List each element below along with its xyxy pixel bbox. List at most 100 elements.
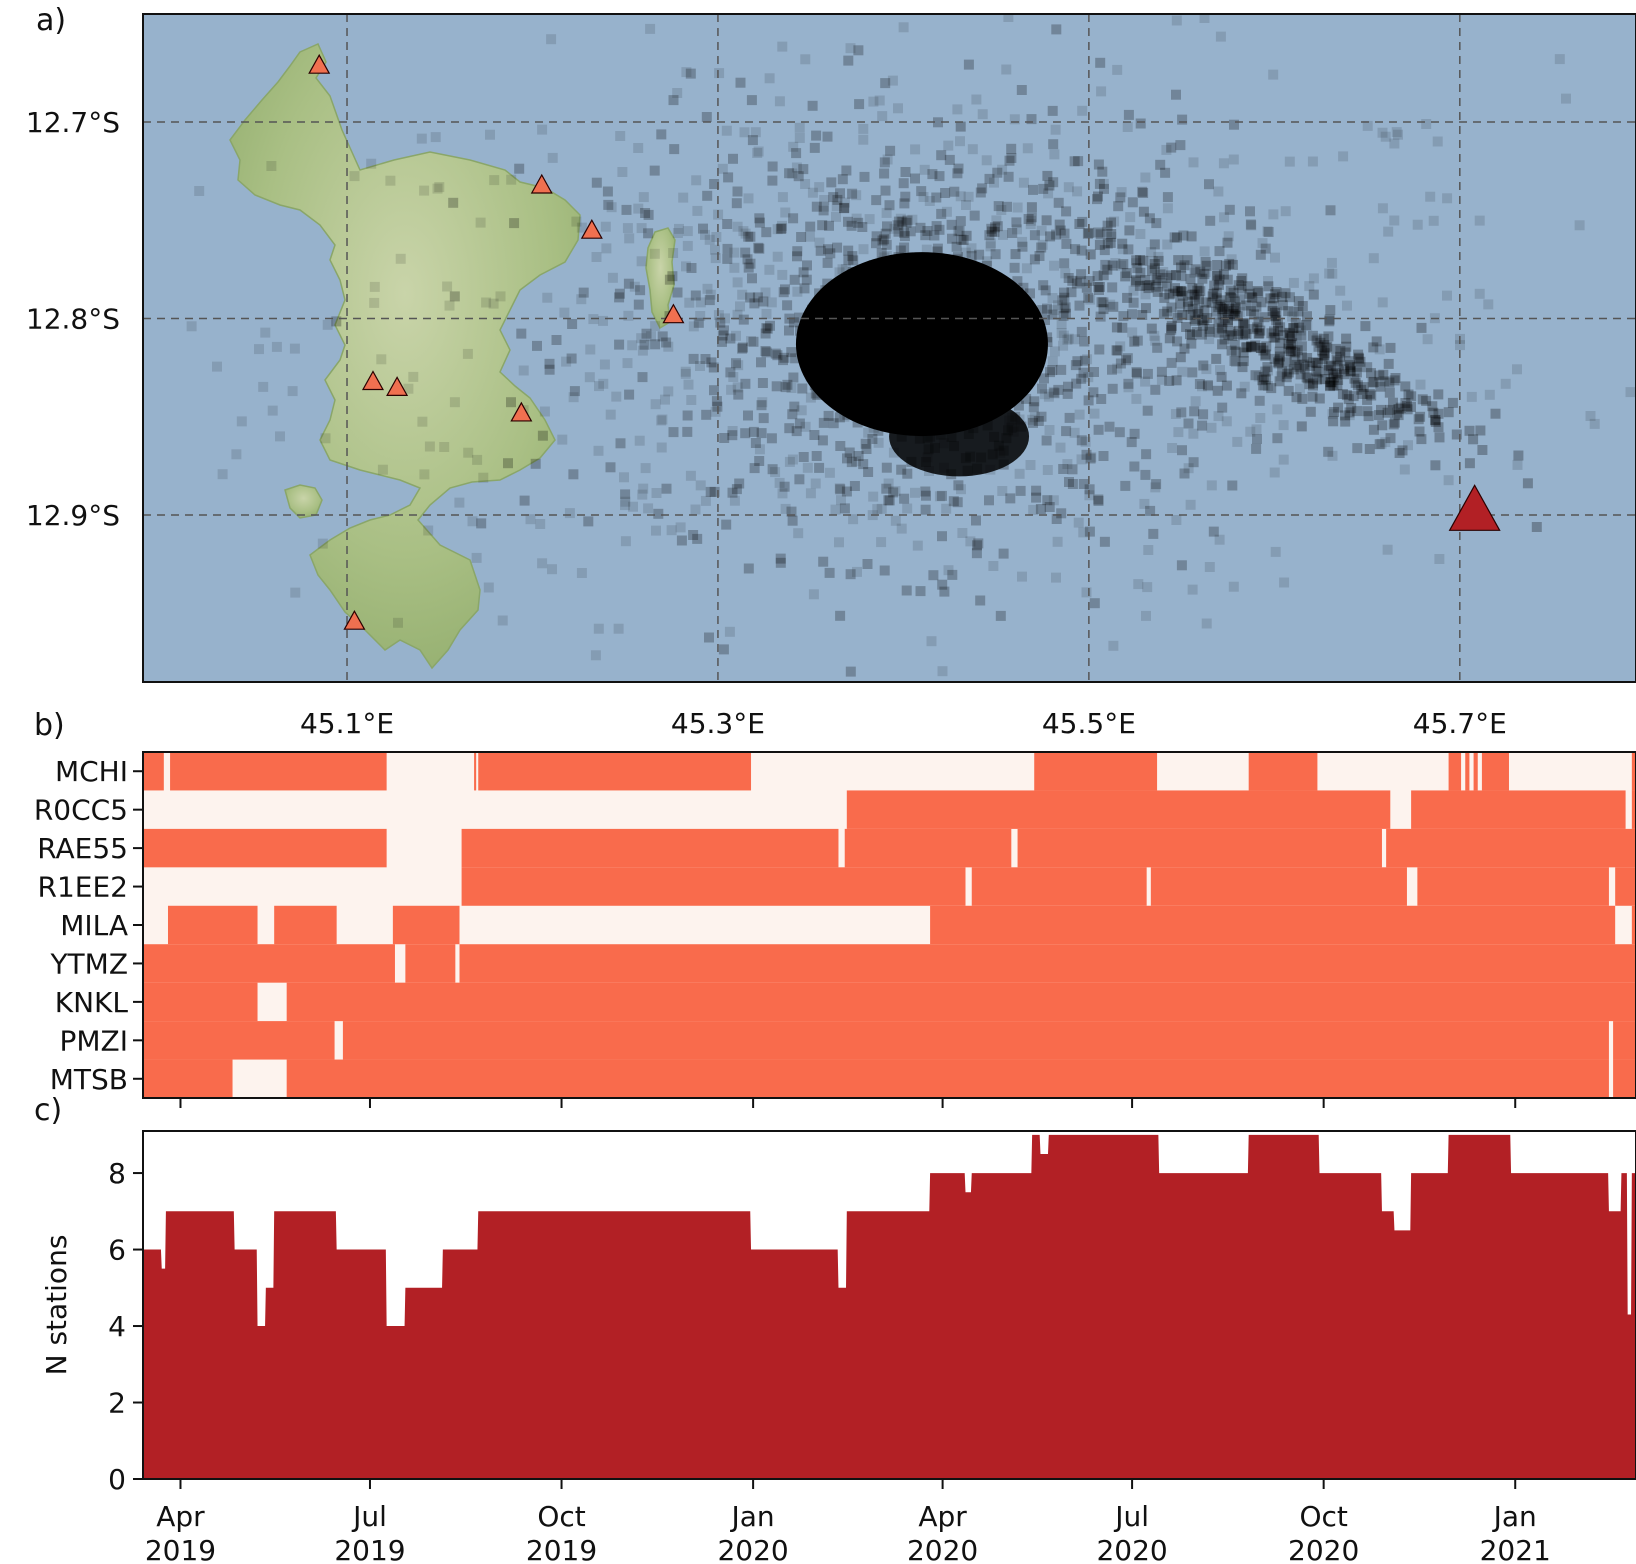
- event-marker: [1397, 445, 1408, 456]
- event-marker: [1259, 380, 1270, 391]
- event-marker: [804, 231, 815, 242]
- event-marker: [624, 389, 635, 400]
- event-marker: [258, 381, 269, 392]
- event-marker: [1348, 391, 1359, 402]
- event-marker: [1093, 159, 1104, 170]
- event-marker: [700, 229, 710, 240]
- event-marker: [1070, 360, 1081, 371]
- event-marker: [1140, 289, 1151, 300]
- event-marker: [1183, 301, 1194, 312]
- event-marker: [1380, 437, 1391, 448]
- event-marker: [1254, 328, 1265, 339]
- event-marker: [973, 538, 984, 549]
- event-marker: [1198, 409, 1209, 420]
- event-marker: [798, 267, 809, 278]
- event-marker: [476, 518, 487, 529]
- event-marker: [706, 357, 717, 368]
- event-marker: [463, 447, 474, 458]
- event-marker: [615, 438, 626, 449]
- event-marker: [1107, 364, 1117, 375]
- event-marker: [936, 490, 947, 501]
- event-marker: [974, 249, 985, 260]
- panel-a-label: a): [36, 3, 66, 38]
- event-marker: [590, 650, 601, 661]
- event-marker: [834, 537, 844, 548]
- event-marker: [1295, 383, 1305, 394]
- event-marker: [879, 234, 890, 245]
- event-marker: [805, 221, 816, 232]
- event-marker: [1364, 444, 1375, 454]
- event-marker: [1394, 448, 1405, 458]
- year-tick-label: 2020: [1288, 1534, 1359, 1564]
- event-marker: [1118, 259, 1129, 270]
- event-marker: [661, 483, 672, 494]
- event-marker: [722, 253, 733, 264]
- event-marker: [1199, 269, 1210, 280]
- event-marker: [1142, 368, 1153, 379]
- event-marker: [684, 297, 695, 308]
- event-marker: [761, 347, 772, 358]
- event-marker: [791, 426, 802, 437]
- event-marker: [1151, 479, 1162, 490]
- event-marker: [1293, 306, 1304, 317]
- event-marker: [1323, 360, 1334, 371]
- event-marker: [1328, 416, 1339, 427]
- event-marker: [899, 493, 910, 504]
- event-marker: [1270, 307, 1280, 318]
- event-marker: [1475, 425, 1486, 436]
- event-marker: [1296, 330, 1307, 341]
- event-marker: [1433, 422, 1444, 433]
- event-marker: [810, 478, 821, 489]
- event-marker: [1325, 377, 1336, 387]
- event-marker: [1206, 422, 1217, 433]
- event-marker: [748, 336, 759, 347]
- event-marker: [1428, 407, 1439, 418]
- event-marker: [822, 257, 833, 268]
- event-marker: [217, 469, 228, 480]
- event-marker: [287, 386, 298, 397]
- event-marker: [1236, 283, 1247, 294]
- event-marker: [1267, 306, 1278, 316]
- event-marker: [840, 264, 851, 274]
- event-marker: [598, 315, 608, 326]
- event-marker: [1263, 227, 1274, 237]
- event-marker: [1236, 388, 1247, 399]
- event-marker: [669, 144, 680, 155]
- event-marker: [702, 283, 713, 294]
- event-marker: [1060, 268, 1071, 279]
- event-marker: [1051, 24, 1062, 35]
- event-marker: [952, 226, 963, 237]
- event-marker: [732, 277, 743, 288]
- event-marker: [629, 281, 640, 292]
- event-marker: [857, 222, 868, 232]
- event-marker: [275, 431, 285, 442]
- event-marker: [1402, 404, 1413, 415]
- event-marker: [1196, 329, 1207, 340]
- event-marker: [682, 426, 693, 437]
- event-marker: [1205, 215, 1216, 226]
- event-marker: [789, 401, 800, 412]
- event-marker: [1190, 396, 1201, 407]
- event-marker: [1230, 303, 1241, 314]
- station-markers: [308, 53, 1501, 630]
- coverage-bar: [405, 944, 456, 983]
- event-marker: [779, 352, 790, 363]
- coverage-bar: [143, 944, 395, 983]
- event-marker: [1217, 324, 1228, 335]
- event-marker: [537, 430, 548, 441]
- event-marker: [620, 496, 631, 507]
- coverage-bar: [143, 828, 387, 868]
- event-marker: [1150, 384, 1161, 395]
- event-marker: [1238, 318, 1249, 329]
- event-marker: [1231, 357, 1241, 367]
- event-marker: [1108, 640, 1119, 651]
- event-marker: [1081, 449, 1092, 460]
- event-marker: [1328, 380, 1339, 391]
- event-marker: [971, 515, 981, 526]
- event-marker: [873, 437, 884, 448]
- event-marker: [1366, 368, 1376, 379]
- event-marker: [1238, 356, 1249, 367]
- event-marker: [956, 484, 966, 495]
- event-marker: [1297, 301, 1308, 311]
- event-marker: [1227, 330, 1238, 341]
